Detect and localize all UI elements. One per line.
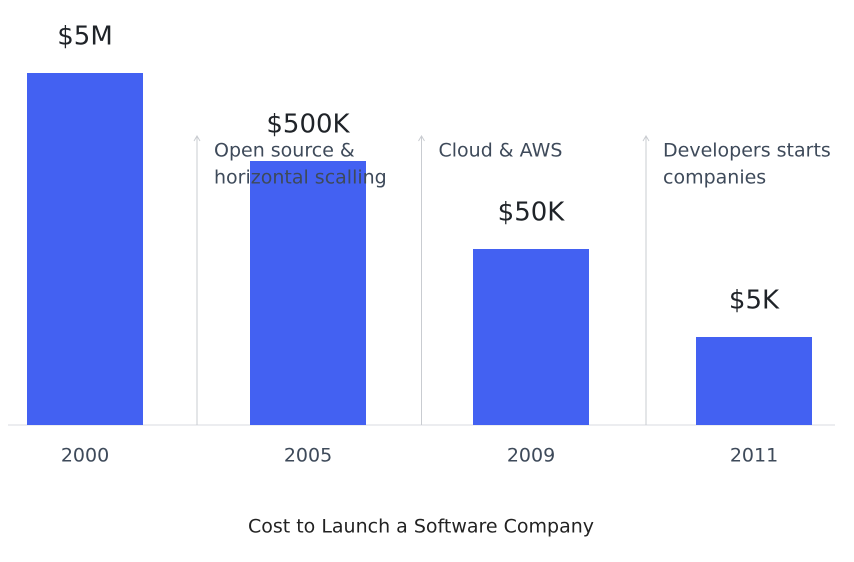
x-tick-label: 2009 [507, 445, 555, 467]
bar [27, 73, 143, 425]
bar [250, 161, 366, 425]
value-label: $5K [729, 286, 780, 316]
annotation-text: Open source & [214, 140, 355, 162]
annotation-text: horizontal scalling [214, 167, 387, 189]
annotation-text: Developers starts [663, 140, 831, 162]
value-label: $500K [266, 110, 350, 140]
arrow-head [642, 135, 650, 142]
value-label: $5M [57, 22, 113, 52]
x-tick-label: 2005 [284, 445, 332, 467]
arrow-head [193, 135, 201, 142]
chart-title: Cost to Launch a Software Company [248, 516, 594, 538]
annotation-text: Cloud & AWS [439, 140, 563, 162]
annotation-text: companies [663, 167, 766, 189]
arrow-head [418, 135, 425, 142]
bar [696, 337, 812, 425]
bar [473, 249, 589, 425]
value-label: $50K [498, 198, 566, 228]
x-tick-label: 2011 [730, 445, 778, 467]
x-tick-label: 2000 [61, 445, 109, 467]
